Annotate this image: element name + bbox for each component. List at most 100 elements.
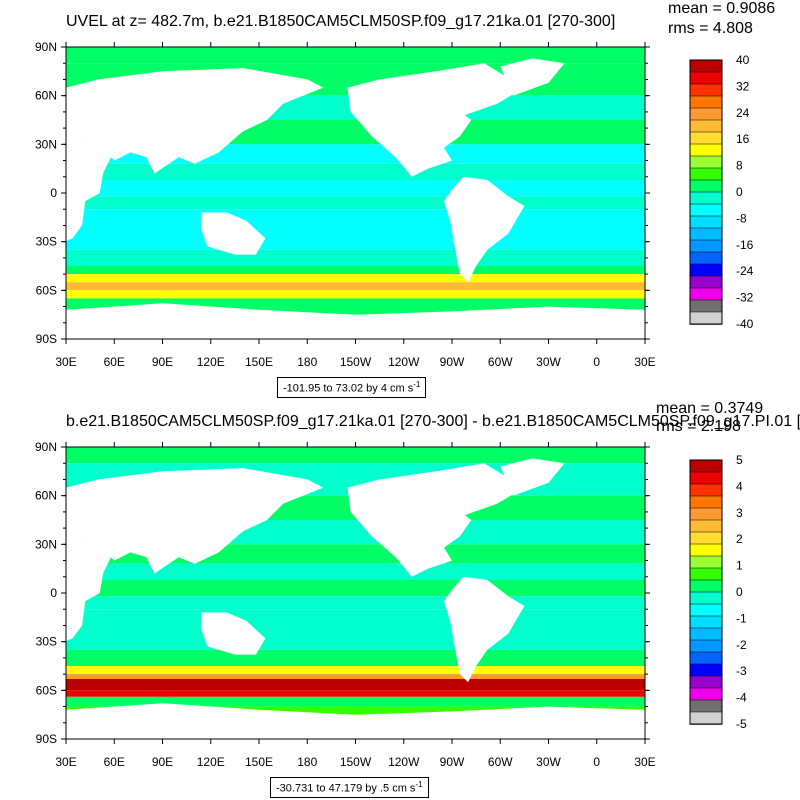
lat-label: 0 — [50, 586, 57, 600]
land-mass — [347, 463, 525, 577]
colorbar-swatch — [689, 591, 723, 605]
lat-label: 60S — [36, 283, 57, 297]
colorbar-label: 32 — [736, 79, 750, 93]
colorbar-swatch — [689, 567, 723, 581]
velocity-band — [66, 163, 645, 181]
colorbar-label: 4 — [736, 479, 743, 493]
lat-label: 90S — [36, 732, 57, 746]
lon-label: 30E — [55, 355, 76, 369]
colorbar-label: -32 — [736, 291, 754, 305]
colorbar-swatch — [689, 579, 723, 593]
lon-label: 30E — [634, 355, 655, 369]
colorbar-swatch — [689, 615, 723, 629]
colorbar-swatch — [689, 227, 723, 241]
lon-label: 180 — [297, 355, 317, 369]
colorbar-swatch — [689, 651, 723, 665]
colorbar-swatch — [689, 215, 723, 229]
velocity-band — [66, 180, 645, 197]
panel-1-range-exponent: -1 — [413, 380, 421, 389]
colorbar-label: 24 — [736, 106, 750, 120]
land-mass — [66, 303, 645, 339]
lon-label: 60E — [104, 755, 125, 769]
panel-1-rms: rms = 4.808 — [668, 20, 753, 37]
velocity-band — [66, 47, 645, 64]
lon-label: 120W — [388, 755, 420, 769]
colorbar-swatch — [689, 555, 723, 569]
colorbar-swatch — [689, 639, 723, 653]
colorbar-label: 0 — [736, 185, 743, 199]
colorbar-swatch — [689, 131, 723, 145]
colorbar-swatch — [689, 495, 723, 509]
colorbar-swatch — [689, 627, 723, 641]
land-mass — [201, 612, 266, 655]
velocity-band — [66, 196, 645, 210]
lon-label: 60E — [104, 355, 125, 369]
land-mass — [17, 133, 111, 249]
colorbar-swatch — [689, 531, 723, 545]
lon-label: 150W — [340, 755, 372, 769]
lat-label: 60S — [36, 683, 57, 697]
colorbar-label: 3 — [736, 506, 743, 520]
colorbar-label: 1 — [736, 559, 743, 573]
colorbar-label: -4 — [736, 691, 747, 705]
panel-2-mean: mean = 0.3749 — [656, 400, 764, 417]
velocity-band — [66, 678, 645, 691]
colorbar-label: -3 — [736, 664, 747, 678]
colorbar-label: -24 — [736, 264, 754, 278]
colorbar-swatch — [689, 299, 723, 313]
panel-2-range-text: -30.731 to 47.179 by .5 cm s — [276, 782, 416, 795]
colorbar-swatch — [689, 687, 723, 701]
colorbar-swatch — [689, 107, 723, 121]
land-mass — [33, 68, 324, 174]
lon-label: 30E — [634, 755, 655, 769]
panel-2-rms: rms = 2.198 — [656, 418, 741, 435]
colorbar-swatch — [689, 699, 723, 713]
land-mass — [66, 703, 645, 739]
land-mass — [347, 63, 525, 177]
colorbar-swatch — [689, 459, 723, 473]
lat-label: 30N — [35, 137, 57, 151]
velocity-band — [66, 290, 645, 299]
colorbar-label: 5 — [736, 453, 743, 467]
colorbar-swatch — [689, 675, 723, 689]
colorbar-swatch — [689, 711, 723, 725]
colorbar-label: -2 — [736, 638, 747, 652]
lon-label: 0 — [593, 755, 600, 769]
colorbar-swatch — [689, 603, 723, 617]
panel-1-map-svg: 90N 60N 30N 0 30S 60S 90S 30E 60E 90E 120E 150E 180 1… — [17, 40, 754, 369]
lon-label: 30W — [536, 355, 561, 369]
panel-1-title: UVEL at z= 482.7m, b.e21.B1850CAM5CLM50S… — [66, 13, 616, 30]
colorbar-swatch — [689, 251, 723, 265]
colorbar-label: -40 — [736, 317, 754, 331]
lon-label: 30E — [55, 755, 76, 769]
colorbar-swatch — [689, 311, 723, 325]
lon-label: 30W — [536, 755, 561, 769]
colorbar-swatch — [689, 83, 723, 97]
panel-1-range-text: -101.95 to 73.02 by 4 cm s — [283, 382, 414, 395]
colorbar-frame — [689, 459, 723, 725]
colorbar-swatch — [689, 191, 723, 205]
colorbar-swatch — [689, 483, 723, 497]
lon-label: 90W — [440, 755, 465, 769]
lat-label: 60N — [35, 89, 57, 103]
colorbar-label: -1 — [736, 611, 747, 625]
colorbar-swatch — [689, 143, 723, 157]
lat-label: 30S — [36, 635, 57, 649]
lon-label: 150W — [340, 355, 372, 369]
velocity-band — [66, 666, 645, 675]
lon-label: 120E — [197, 355, 225, 369]
velocity-band — [66, 690, 645, 697]
velocity-band — [66, 649, 645, 666]
lon-label: 180 — [297, 755, 317, 769]
colorbar-swatch — [689, 263, 723, 277]
lon-label: 90E — [152, 755, 173, 769]
lon-label: 150E — [245, 755, 273, 769]
map-panel-2: b.e21.B1850CAM5CLM50SP.f09_g17.21ka.01 [… — [0, 400, 800, 800]
land-mass — [201, 212, 266, 255]
velocity-band — [66, 282, 645, 291]
lat-label: 90N — [35, 440, 57, 454]
velocity-band — [66, 274, 645, 283]
panel-1-mean: mean = 0.9086 — [668, 0, 776, 17]
colorbar-label: 8 — [736, 159, 743, 173]
lon-label: 120W — [388, 355, 420, 369]
